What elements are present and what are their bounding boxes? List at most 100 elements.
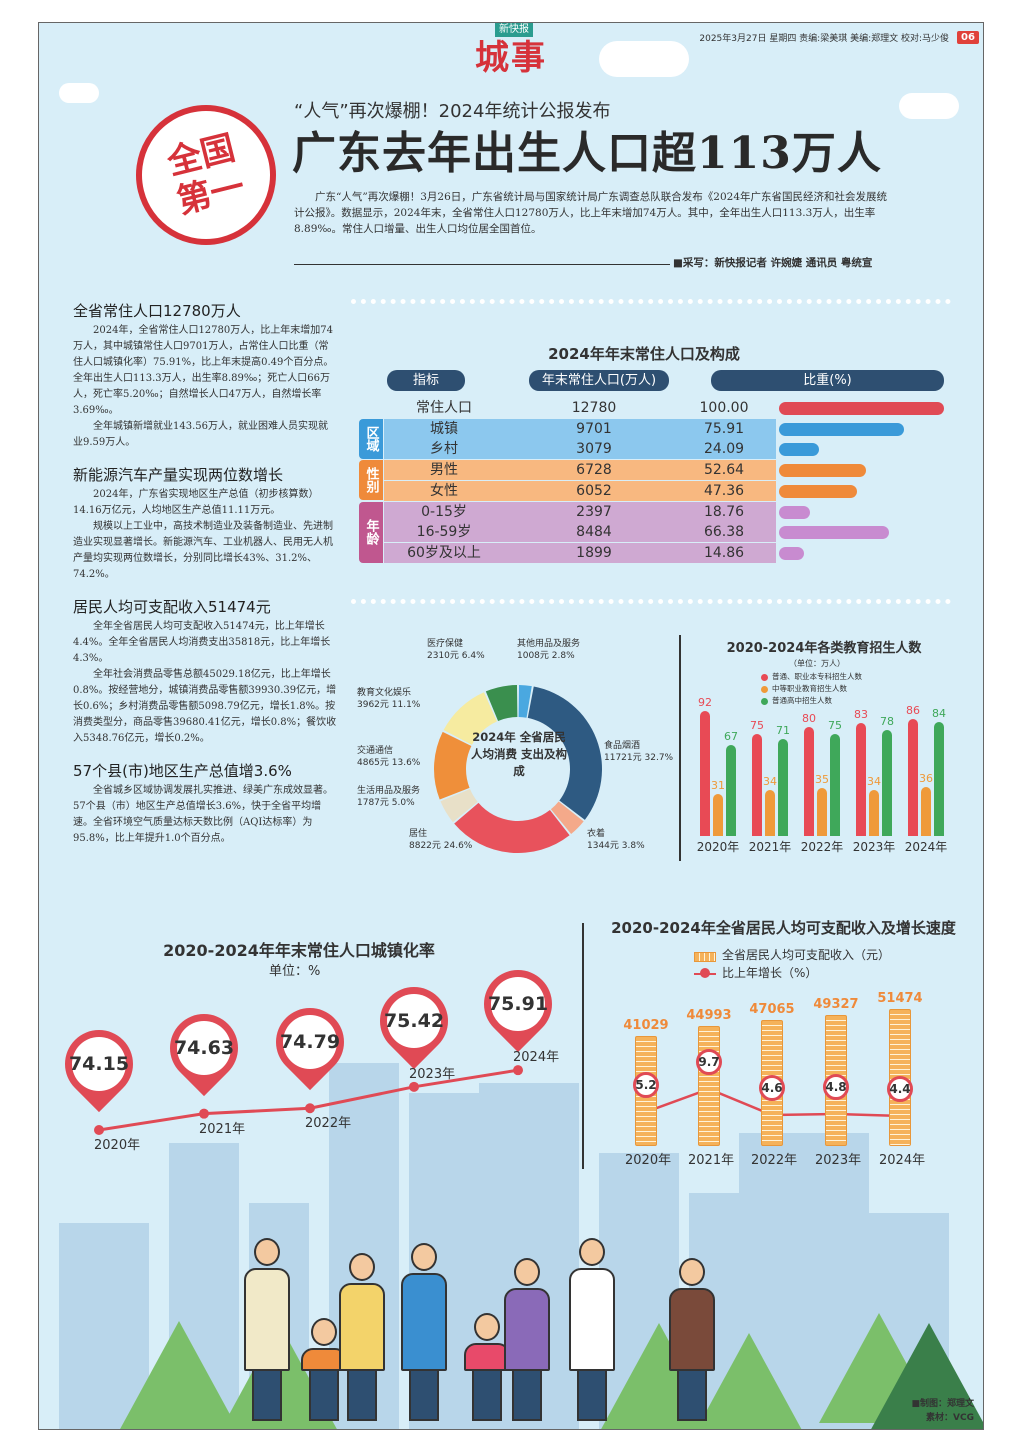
income-value-label: 51474 xyxy=(877,991,923,1007)
article-section: 居民人均可支配收入51474元全年全省居民人均可支配收入51474元，比上年增长… xyxy=(73,597,337,747)
article-paragraph: 2024年，全省常住人口12780万人，比上年末增加74万人，其中城镇常住人口9… xyxy=(73,325,334,416)
row-value: 8484 xyxy=(576,524,612,541)
column-divider xyxy=(582,923,584,1169)
page-number: 06 xyxy=(957,31,979,44)
body-shape xyxy=(339,1283,385,1371)
donut-slice-其他用品及服务 xyxy=(518,685,532,718)
dotted-divider xyxy=(351,299,951,304)
donut-slice-衣着 xyxy=(550,801,584,835)
row-share: 24.09 xyxy=(703,441,745,458)
head-shape xyxy=(514,1258,540,1286)
urbanization-value: 74.63 xyxy=(174,1020,234,1075)
legend-label-income: 全省居民人均可支配收入（元） xyxy=(722,948,891,962)
row-share: 52.64 xyxy=(703,462,745,479)
slice-pct: 11.1% xyxy=(391,700,421,710)
legs-shape xyxy=(677,1369,707,1421)
bar-value-label: 71 xyxy=(776,724,790,738)
education-bar xyxy=(817,788,827,836)
slice-pct: 3.8% xyxy=(621,841,645,851)
legend-marker xyxy=(761,674,768,681)
row-share: 66.38 xyxy=(703,524,745,541)
donut-center-title: 2024年 全省居民人均消费 支出及构成 xyxy=(470,730,567,778)
byline: ■采写：新快报记者 许婉婕 通讯员 粤统宣 xyxy=(673,257,873,269)
donut-slice-食品烟酒 xyxy=(527,686,602,820)
body-shape xyxy=(401,1273,447,1371)
education-bar xyxy=(856,723,866,836)
donut-label: 食品烟酒 11721元 32.7% xyxy=(604,740,673,764)
bar-value-label: 67 xyxy=(724,729,738,743)
edition-meta: 2025年3月27日 星期四 责编:梁美琪 美编:郑理文 校对:马少俊 xyxy=(699,34,949,44)
year-label: 2021年 xyxy=(199,1121,246,1137)
row-share: 75.91 xyxy=(703,420,745,437)
share-bar xyxy=(779,546,804,560)
year-label: 2022年 xyxy=(305,1116,352,1132)
article-column: 全省常住人口12780万人 2024年，全省常住人口12780万人，比上年末增加7… xyxy=(73,301,337,861)
slice-amount: 4865元 xyxy=(357,758,392,768)
row-value: 2397 xyxy=(576,503,612,520)
education-bar xyxy=(726,744,736,836)
article-paragraph: 2024年，广东省实现地区生产总值（初步核算数）14.16万亿元，人均地区生产总… xyxy=(73,489,319,516)
row-label: 0-15岁 xyxy=(421,503,467,520)
slice-value: 1787元 5.0% xyxy=(357,797,420,809)
row-share: 47.36 xyxy=(703,482,745,499)
row-value: 6052 xyxy=(576,482,612,499)
slice-pct: 13.6% xyxy=(391,758,421,768)
donut-label: 衣着 1344元 3.8% xyxy=(587,828,645,852)
row-label: 女性 xyxy=(430,482,458,499)
donut-slice-生活用品及服务 xyxy=(440,789,478,823)
legend-marker xyxy=(761,686,768,693)
donut-label: 医疗保健 2310元 6.4% xyxy=(427,638,485,662)
row-label: 60岁及以上 xyxy=(407,544,481,561)
row-share: 14.86 xyxy=(703,544,745,561)
year-label: 2023年 xyxy=(409,1066,456,1082)
slice-name: 衣着 xyxy=(587,829,606,839)
legs-shape xyxy=(252,1369,282,1421)
coin-stack-bar xyxy=(698,1025,720,1146)
row-label: 乡村 xyxy=(430,441,458,458)
donut-label: 生活用品及服务 1787元 5.0% xyxy=(357,785,420,809)
slice-value: 1344元 3.8% xyxy=(587,840,645,852)
slice-amount: 2310元 xyxy=(427,651,462,661)
growth-value-marker: 4.6 xyxy=(759,1074,785,1101)
column-divider xyxy=(679,635,681,861)
legs-shape xyxy=(347,1369,377,1421)
donut-slice-医疗保健 xyxy=(485,685,518,721)
slice-name: 教育文化娱乐 xyxy=(357,688,412,698)
legs-shape xyxy=(309,1369,339,1421)
slice-name: 其他用品及服务 xyxy=(517,639,581,649)
article-heading: 57个县(市)地区生产总值增3.6% xyxy=(73,762,292,780)
slice-pct: 5.0% xyxy=(391,798,415,808)
urbanization-chart-title: 2020-2024年年末常住人口城镇化率 xyxy=(163,941,435,960)
education-bar xyxy=(882,729,892,836)
year-label: 2024年 xyxy=(513,1050,560,1066)
table-header-2: 比重(%) xyxy=(711,370,944,391)
donut-label: 居住 8822元 24.6% xyxy=(409,828,472,852)
slice-amount: 1344元 xyxy=(587,841,622,851)
urbanization-chart-unit: 单位：% xyxy=(269,964,321,979)
slice-pct: 2.8% xyxy=(551,651,575,661)
cloud-decoration xyxy=(899,93,959,119)
row-value: 6728 xyxy=(576,462,612,479)
year-label: 2020年 xyxy=(696,840,740,854)
section-title: 城事 xyxy=(475,38,547,78)
row-value: 9701 xyxy=(576,420,612,437)
legend-marker xyxy=(761,698,768,705)
article-heading: 居民人均可支配收入51474元 xyxy=(73,598,271,616)
head-shape xyxy=(474,1313,500,1341)
urbanization-point xyxy=(305,1103,315,1114)
year-label: 2022年 xyxy=(751,1153,798,1168)
slice-value: 2310元 6.4% xyxy=(427,650,485,662)
head-shape xyxy=(411,1243,437,1271)
slice-amount: 1787元 xyxy=(357,798,392,808)
legend-label: 普通高中招生人数 xyxy=(772,696,832,705)
article-paragraph: 全年全省居民人均可支配收入51474元，比上年增长4.4%。全年全省居民人均消费… xyxy=(73,621,331,664)
group-label: 年龄 xyxy=(359,501,383,563)
slice-amount: 3962元 xyxy=(357,700,392,710)
bar-value-label: 83 xyxy=(854,708,868,722)
year-label: 2022年 xyxy=(800,840,844,854)
table-header-1: 年末常住人口(万人) xyxy=(529,370,669,391)
slice-pct: 24.6% xyxy=(443,841,473,851)
education-bar xyxy=(752,734,762,836)
headline-title: 广东去年出生人口超113万人 xyxy=(292,128,882,179)
bar-value-label: 92 xyxy=(698,695,712,709)
